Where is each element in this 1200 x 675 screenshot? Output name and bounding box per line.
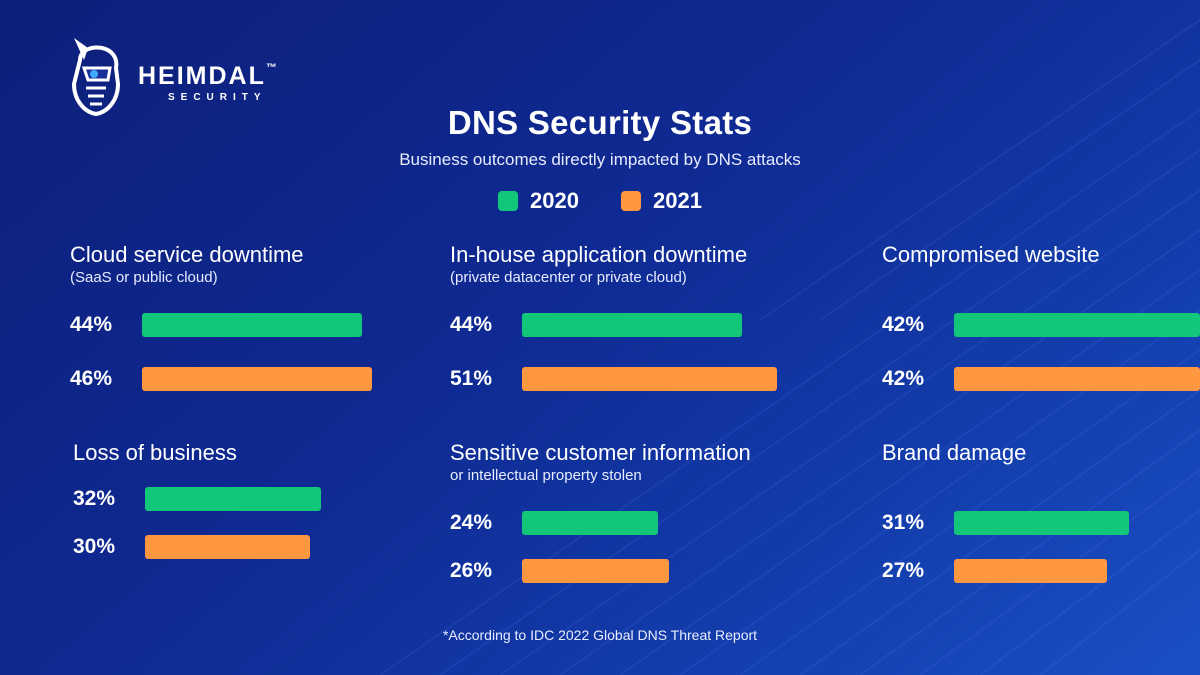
panel-title: Compromised website <box>882 242 1100 267</box>
bar-row-2020: 31% <box>882 510 1129 536</box>
bar-row-2020: 32% <box>73 486 321 512</box>
data-label: 27% <box>882 559 925 582</box>
bar-row-2021: 27% <box>882 558 1107 584</box>
bar-row-2020: 24% <box>450 510 658 536</box>
panel-loss-of-business: Loss of business <box>73 440 403 467</box>
data-label: 51% <box>450 367 493 390</box>
bar-2021 <box>145 535 310 559</box>
legend-label-2020: 2020 <box>530 188 579 213</box>
bar-2020 <box>142 313 362 337</box>
bar-2021 <box>522 559 669 583</box>
data-label: 24% <box>450 511 493 534</box>
bar-row-2020: 44% <box>450 312 742 338</box>
bar-row-2021: 42% <box>882 366 1200 392</box>
data-label: 44% <box>450 313 493 336</box>
bar-2021 <box>142 367 372 391</box>
bar-2020 <box>145 487 321 511</box>
panel-in-house-application-downtime: In-house application downtime (private d… <box>450 242 780 286</box>
bar-2020 <box>954 511 1129 535</box>
brand-logo: HEIMDAL™ SECURITY <box>66 34 296 124</box>
panel-sensitive-customer-information: Sensitive customer information or intell… <box>450 440 780 484</box>
data-label: 42% <box>882 313 925 336</box>
panel-title: Brand damage <box>882 440 1027 465</box>
data-label: 31% <box>882 511 925 534</box>
data-label: 42% <box>882 367 925 390</box>
bar-2021 <box>954 559 1107 583</box>
panel-title: Cloud service downtime <box>70 242 304 267</box>
panel-compromised-website: Compromised website <box>882 242 1200 269</box>
panel-note: (private datacenter or private cloud) <box>450 269 687 286</box>
legend-swatch-2020 <box>498 191 519 211</box>
panel-brand-damage: Brand damage <box>882 440 1200 467</box>
panel-title: Loss of business <box>73 440 237 465</box>
bar-2020 <box>522 313 742 337</box>
data-label: 32% <box>73 487 116 510</box>
legend-label-2021: 2021 <box>653 188 702 213</box>
bar-2021 <box>522 367 777 391</box>
legend: 2020 2021 <box>0 188 1200 214</box>
data-label: 44% <box>70 313 113 336</box>
bar-row-2020: 42% <box>882 312 1200 338</box>
bar-2021 <box>954 367 1200 391</box>
bar-row-2021: 51% <box>450 366 777 392</box>
data-label: 26% <box>450 559 493 582</box>
bar-row-2021: 30% <box>73 534 310 560</box>
panel-cloud-service-downtime: Cloud service downtime (SaaS or public c… <box>70 242 400 286</box>
data-label: 30% <box>73 535 116 558</box>
legend-item-2020: 2020 <box>498 188 579 214</box>
chart-subtitle: Business outcomes directly impacted by D… <box>399 150 801 169</box>
legend-item-2021: 2021 <box>621 188 702 214</box>
brand-name: HEIMDAL™ <box>138 62 277 90</box>
panel-note: or intellectual property stolen <box>450 467 642 484</box>
panel-title: Sensitive customer information <box>450 440 751 465</box>
bar-2020 <box>954 313 1200 337</box>
bar-row-2021: 26% <box>450 558 669 584</box>
panel-title: In-house application downtime <box>450 242 748 267</box>
footnote: *According to IDC 2022 Global DNS Threat… <box>442 627 758 643</box>
viking-helmet-icon <box>71 38 121 117</box>
legend-swatch-2021 <box>621 191 641 211</box>
bar-2020 <box>522 511 658 535</box>
panel-note: (SaaS or public cloud) <box>70 269 218 286</box>
bar-row-2020: 44% <box>70 312 362 338</box>
bar-row-2021: 46% <box>70 366 372 392</box>
brand-subtitle: SECURITY <box>168 92 267 103</box>
data-label: 46% <box>70 367 113 390</box>
chart-title: DNS Security Stats <box>447 104 753 141</box>
